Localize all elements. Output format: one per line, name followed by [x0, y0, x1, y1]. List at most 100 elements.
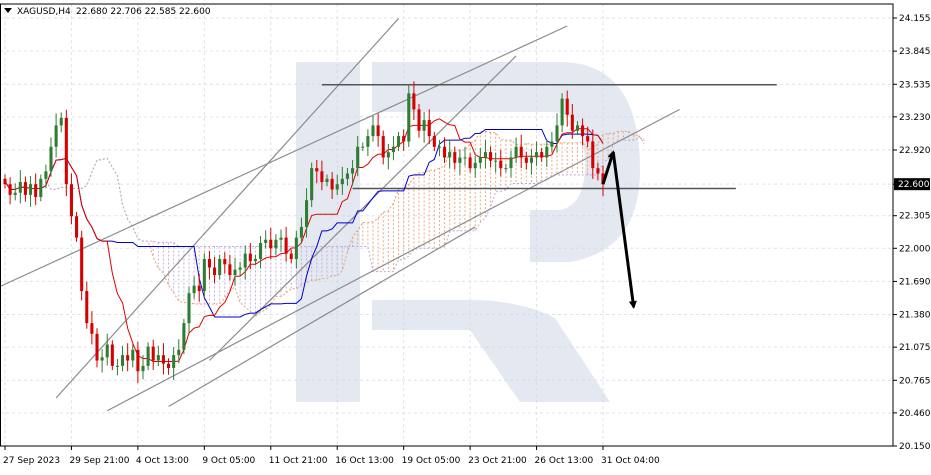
channel-line	[0, 25, 568, 288]
candle	[269, 227, 273, 259]
candle-body	[391, 146, 395, 153]
candle	[136, 341, 140, 384]
candle-body	[13, 192, 17, 195]
candle	[391, 136, 395, 161]
candle-body	[412, 93, 416, 110]
candle	[90, 311, 94, 345]
candle	[489, 146, 493, 168]
y-tick-label: 23.535	[899, 80, 931, 90]
candle	[223, 252, 227, 274]
candle-body	[565, 98, 569, 115]
dropdown-triangle-icon[interactable]	[4, 8, 12, 13]
candle-body	[601, 173, 605, 185]
candle	[310, 162, 314, 208]
channel-line	[168, 226, 476, 407]
candle	[402, 129, 406, 151]
candle-body	[141, 365, 145, 372]
forecast-arrows	[601, 150, 637, 310]
candle-body	[284, 237, 288, 254]
candle-body	[596, 168, 600, 174]
y-tick-label: 22.000	[899, 244, 931, 254]
candle	[529, 149, 533, 175]
candle-body	[23, 182, 27, 195]
symbol-label: XAGUSD,H4	[17, 7, 71, 17]
candle-body	[44, 171, 48, 179]
candle	[151, 339, 155, 370]
candle-body	[126, 355, 130, 361]
candle	[422, 111, 426, 143]
candle	[54, 113, 58, 158]
candle-body	[110, 344, 114, 366]
candle	[49, 137, 53, 177]
candle	[509, 150, 513, 178]
x-tick-label: 11 Oct 21:00	[269, 456, 328, 466]
candle	[371, 115, 375, 142]
candle-body	[223, 258, 227, 265]
candle-body	[269, 239, 273, 249]
x-tick-label: 26 Oct 13:00	[535, 456, 594, 466]
candle	[207, 250, 211, 280]
candle-body	[100, 357, 104, 361]
candle	[197, 273, 201, 302]
candle	[448, 140, 452, 169]
candle-body	[448, 152, 452, 158]
candle-body	[115, 365, 119, 367]
candle	[141, 355, 145, 380]
candle	[514, 137, 518, 164]
candle	[478, 148, 482, 169]
candle-body	[453, 152, 457, 163]
candle-body	[69, 184, 73, 217]
candle-body	[463, 157, 467, 159]
candle-body	[397, 136, 401, 147]
candle-body	[156, 355, 160, 361]
candle	[264, 230, 268, 249]
candle-body	[187, 293, 191, 324]
y-tick-label: 20.150	[899, 442, 931, 452]
candle	[121, 345, 125, 372]
candle	[361, 142, 365, 152]
candle	[397, 131, 401, 152]
candle	[100, 349, 104, 373]
candle-body	[274, 239, 278, 249]
candle	[540, 147, 544, 162]
candle	[34, 173, 38, 206]
candle	[279, 229, 283, 252]
candle-body	[34, 184, 38, 198]
candle	[340, 166, 344, 195]
candle-body	[233, 269, 237, 276]
candle-body	[340, 178, 344, 185]
candle-body	[345, 173, 349, 179]
candle	[417, 103, 421, 138]
candle	[458, 149, 462, 175]
plot-frame	[0, 3, 894, 447]
forecast-arrow	[611, 151, 637, 310]
y-tick-label: 21.380	[899, 311, 931, 321]
candle	[586, 126, 590, 147]
candles	[3, 81, 605, 384]
candle-body	[361, 146, 365, 148]
candle-body	[458, 157, 462, 163]
candle-body	[325, 178, 329, 183]
x-tick-label: 27 Sep 2023	[3, 456, 60, 466]
candle	[494, 152, 498, 173]
candle	[156, 345, 160, 367]
candle	[437, 139, 441, 157]
candle	[233, 257, 237, 286]
candle-body	[468, 157, 472, 169]
candle	[443, 137, 447, 164]
candle	[110, 340, 114, 371]
candle-body	[238, 267, 242, 270]
candle-body	[131, 349, 135, 361]
candle	[146, 342, 150, 371]
candle-body	[489, 152, 493, 161]
candle	[172, 347, 176, 380]
candle	[305, 188, 309, 238]
candle-body	[182, 323, 186, 350]
candle	[591, 129, 595, 179]
x-tick-label: 9 Oct 05:00	[202, 456, 255, 466]
candle-body	[197, 285, 201, 292]
x-tick-label: 4 Oct 13:00	[136, 456, 189, 466]
candle	[519, 134, 523, 169]
